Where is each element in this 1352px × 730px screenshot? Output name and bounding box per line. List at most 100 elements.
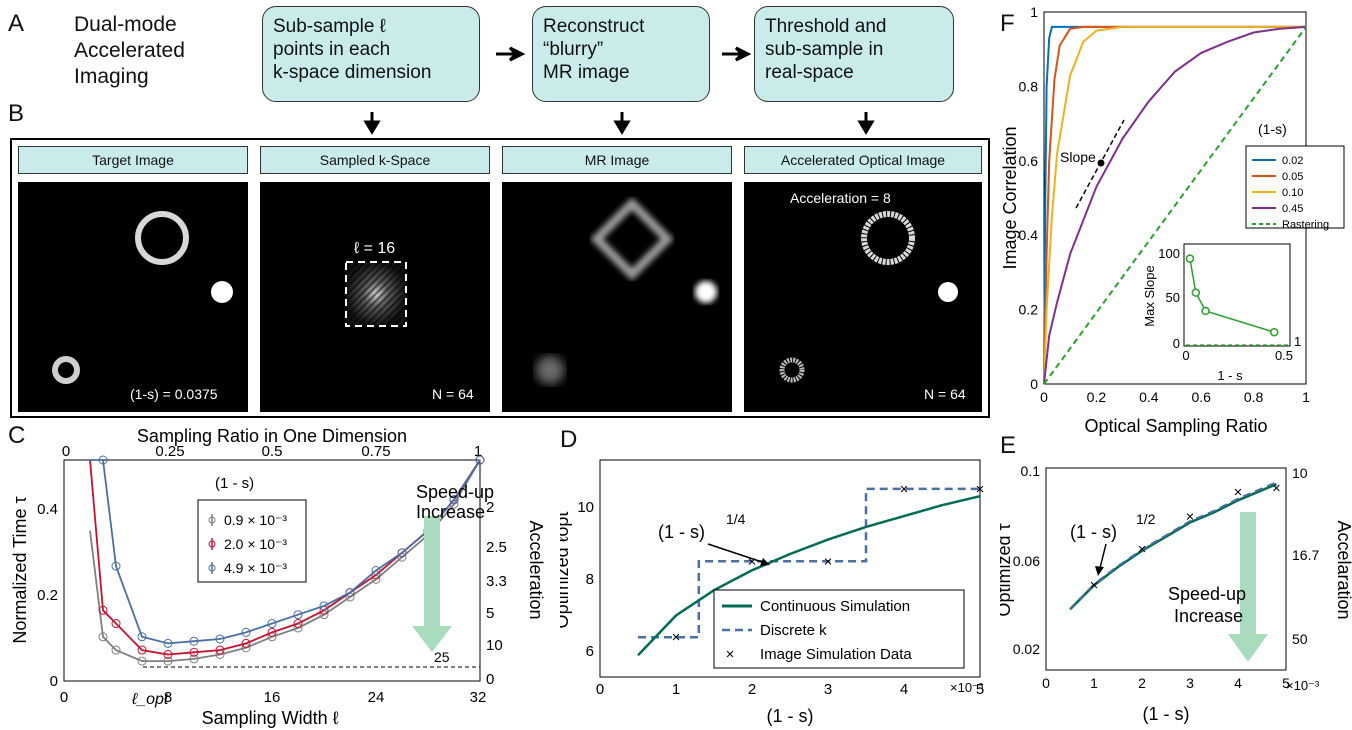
c-point: [449, 495, 459, 505]
e-y-tick-0: 0.02: [1013, 641, 1040, 657]
header-target-image: Target Image: [18, 146, 248, 174]
c-r-tick-2: 3.3: [486, 573, 507, 590]
c-y-tick-0: 0: [50, 673, 58, 690]
f-series-line-3: [1043, 25, 1307, 385]
panel-f-chart: Slope 0 0.2 0.4 0.6 0.8 1 0 0.2 0.4 0.6 0.8 1 Imag…: [1000, 4, 1345, 436]
e-y-tick-1: 0.06: [1013, 553, 1040, 569]
f-x-tick: 0.8: [1244, 389, 1264, 405]
e-x-tick: 2: [1138, 675, 1146, 691]
f-inset-y-title: Max Slope: [1142, 265, 1157, 326]
e-x-tick: 0: [1042, 675, 1050, 691]
d-sim-point: ×: [672, 629, 681, 646]
c-speedup-2: Increase: [416, 502, 485, 522]
c-legend-dot: [208, 540, 216, 548]
c-point: [397, 548, 407, 558]
optical-small-ring: [779, 357, 805, 383]
target-dot: [211, 281, 233, 303]
c-r-tick-0: 2: [486, 499, 494, 516]
d-x-title: (1 - s): [767, 706, 814, 726]
e-x-tick: 5: [1282, 675, 1290, 691]
d-x-tick: 1: [672, 681, 680, 698]
c-r-tick-4: 10: [486, 637, 503, 654]
kspace-image: ℓ = 16 N = 64: [260, 182, 490, 412]
c-top-title: Sampling Ratio in One Dimension: [137, 426, 407, 446]
optical-image: Acceleration = 8 N = 64: [744, 182, 982, 412]
panel-e-chart: × × × × × 0.02 0.06 0.1 Optimized τ 0 1 2 3 4 5 ×…: [1000, 463, 1352, 724]
f-slope-point: [1097, 159, 1105, 167]
e-sim-point: ×: [1138, 541, 1147, 558]
optical-dot: [938, 282, 958, 302]
c-x-tick-0: 0: [60, 689, 68, 706]
f-y-tick: 1: [1030, 4, 1038, 20]
e-y-title: Optimized τ: [1000, 523, 1014, 616]
target-image: (1-s) = 0.0375: [18, 182, 248, 412]
optical-large-ring: [861, 211, 915, 265]
e-speedup-shaft: [1240, 512, 1256, 636]
panel-label-f: F: [1000, 10, 1015, 37]
c-point: [475, 455, 485, 465]
svg-text:×: ×: [726, 646, 735, 663]
f-x-tick: 0.6: [1191, 389, 1211, 405]
c-point: [241, 627, 251, 637]
c-speedup-head: [412, 626, 452, 652]
c-point: [319, 601, 329, 611]
e-speedup-2: Increase: [1174, 606, 1243, 626]
panel-label-c: C: [8, 422, 26, 449]
mr-image: [502, 182, 732, 412]
f-x-tick: 0: [1040, 389, 1048, 405]
f-inset-y-tick-2: 100: [1158, 246, 1180, 261]
c-point: [137, 656, 147, 666]
flow-step-1: Sub-sample ℓ points in each k-space dime…: [262, 6, 480, 102]
kspace-n-label: N = 64: [432, 386, 474, 402]
e-x-exp: ×10⁻³: [1286, 678, 1320, 693]
f-series-line-4: [1043, 26, 1307, 385]
c-series-line-2: [90, 459, 481, 645]
d-annotation: (1 - s): [658, 522, 705, 542]
f-inset-point: [1185, 254, 1195, 263]
d-sim-point: ×: [824, 553, 833, 570]
optical-n-label: N = 64: [924, 386, 966, 402]
c-y-title: Normalized Time τ: [10, 496, 30, 643]
c-legend-box: [197, 499, 307, 583]
mr-blurry-ring: [590, 197, 674, 281]
f-x-tick: 1: [1302, 389, 1310, 405]
e-x-tick: 4: [1234, 675, 1242, 691]
e-continuous-line: [1069, 483, 1277, 611]
c-legend-label: 4.9 × 10⁻³: [224, 560, 287, 576]
d-y-title: Optimized ℓopt: [560, 512, 572, 629]
c-x-tick-3: 24: [368, 689, 385, 706]
c-point: [241, 638, 251, 648]
target-sparsity-note: (1-s) = 0.0375: [130, 386, 218, 402]
e-x-tick: 1: [1090, 675, 1098, 691]
d-x-tick: 2: [748, 681, 756, 698]
d-y-tick-1: 8: [586, 571, 594, 588]
c-point: [345, 588, 355, 598]
flow-arrow-down-1: [363, 112, 381, 135]
panel-d-chart: × × × × × 6 8 10 Optimized ℓopt 0 1 2 3 4 5 ×10⁻³…: [560, 459, 984, 726]
f-inset-point: [1191, 288, 1201, 297]
acceleration-label: Acceleration = 8: [790, 190, 891, 206]
d-legend-box: [713, 589, 965, 669]
e-annotation: (1 - s): [1070, 522, 1117, 542]
f-inset-point: [1201, 306, 1210, 316]
c-r-tick-1: 2.5: [486, 539, 507, 556]
c-top-tick-3: 0.75: [361, 443, 390, 460]
kspace-sample-box: [345, 261, 407, 327]
c-speedup-shaft: [424, 516, 440, 628]
header-kspace: Sampled k-Space: [260, 146, 490, 174]
c-point: [137, 632, 147, 642]
mr-blurry-dot: [695, 281, 717, 303]
f-legend-label: 0.02: [1282, 155, 1303, 167]
flow-arrow-right-2: [722, 46, 752, 62]
flow-step-3: Threshold and sub-sample in real-space: [754, 6, 954, 102]
panel-c-axes: [63, 459, 481, 682]
f-legend-label: 0.05: [1282, 171, 1303, 183]
c-point: [189, 647, 199, 657]
f-inset-right: 1: [1294, 334, 1301, 349]
e-x-tick: 3: [1186, 675, 1194, 691]
f-x-title: Optical Sampling Ratio: [1084, 416, 1267, 436]
d-x-tick: 4: [900, 681, 908, 698]
d-legend-1: Discrete k: [760, 622, 827, 639]
flow-arrows: [363, 46, 875, 135]
c-top-tick-4: 1: [474, 443, 482, 460]
